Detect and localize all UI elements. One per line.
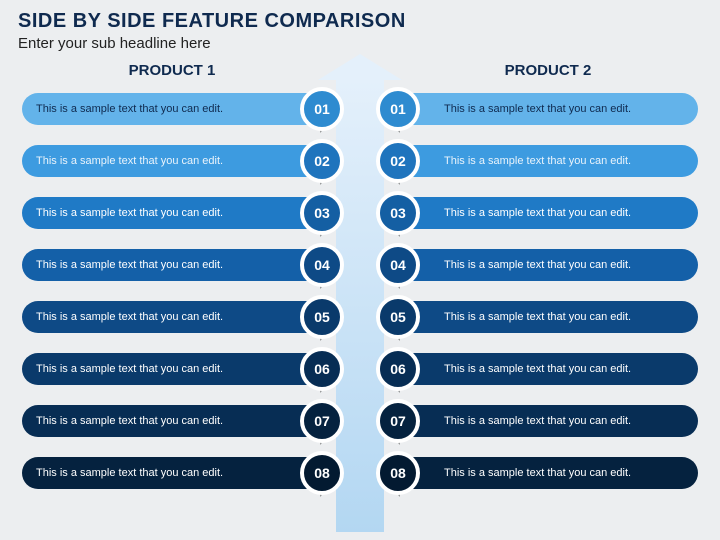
number-badge: 04 (300, 243, 344, 287)
number-badge: 06 (376, 347, 420, 391)
feature-row: This is a sample text that you can edit.… (22, 139, 322, 183)
feature-text: This is a sample text that you can edit. (444, 363, 631, 375)
number-badge: 07 (376, 399, 420, 443)
column-right-header: PRODUCT 2 (398, 60, 698, 85)
number-badge: 01 (300, 87, 344, 131)
feature-row: This is a sample text that you can edit.… (22, 295, 322, 339)
feature-row: This is a sample text that you can edit.… (398, 295, 698, 339)
feature-bar: This is a sample text that you can edit. (392, 249, 698, 281)
column-left-header: PRODUCT 1 (22, 60, 322, 85)
number-badge: 07 (300, 399, 344, 443)
feature-row: This is a sample text that you can edit.… (398, 451, 698, 495)
feature-text: This is a sample text that you can edit. (444, 311, 631, 323)
comparison-columns: PRODUCT 1 This is a sample text that you… (0, 60, 720, 495)
feature-text: This is a sample text that you can edit. (36, 103, 223, 115)
feature-text: This is a sample text that you can edit. (36, 207, 223, 219)
number-badge: 08 (376, 451, 420, 495)
feature-text: This is a sample text that you can edit. (36, 311, 223, 323)
number-badge: 06 (300, 347, 344, 391)
feature-bar: This is a sample text that you can edit. (392, 93, 698, 125)
feature-row: This is a sample text that you can edit.… (22, 347, 322, 391)
feature-row: This is a sample text that you can edit.… (398, 399, 698, 443)
number-badge: 03 (300, 191, 344, 235)
feature-row: This is a sample text that you can edit.… (22, 399, 322, 443)
number-badge: 08 (300, 451, 344, 495)
feature-text: This is a sample text that you can edit. (444, 103, 631, 115)
feature-row: This is a sample text that you can edit.… (398, 87, 698, 131)
column-left: PRODUCT 1 This is a sample text that you… (22, 60, 322, 495)
number-badge: 05 (300, 295, 344, 339)
feature-bar: This is a sample text that you can edit. (22, 249, 328, 281)
feature-bar: This is a sample text that you can edit. (392, 353, 698, 385)
feature-text: This is a sample text that you can edit. (36, 259, 223, 271)
feature-row: This is a sample text that you can edit.… (398, 139, 698, 183)
rows-left: This is a sample text that you can edit.… (22, 87, 322, 495)
feature-bar: This is a sample text that you can edit. (22, 405, 328, 437)
number-badge: 02 (376, 139, 420, 183)
number-badge: 01 (376, 87, 420, 131)
number-badge: 05 (376, 295, 420, 339)
feature-row: This is a sample text that you can edit.… (398, 191, 698, 235)
feature-bar: This is a sample text that you can edit. (22, 353, 328, 385)
feature-bar: This is a sample text that you can edit. (392, 405, 698, 437)
feature-row: This is a sample text that you can edit.… (22, 191, 322, 235)
feature-bar: This is a sample text that you can edit. (22, 457, 328, 489)
feature-text: This is a sample text that you can edit. (444, 467, 631, 479)
feature-bar: This is a sample text that you can edit. (392, 197, 698, 229)
feature-text: This is a sample text that you can edit. (444, 415, 631, 427)
feature-text: This is a sample text that you can edit. (36, 415, 223, 427)
feature-text: This is a sample text that you can edit. (36, 363, 223, 375)
feature-text: This is a sample text that you can edit. (36, 467, 223, 479)
feature-text: This is a sample text that you can edit. (444, 259, 631, 271)
number-badge: 03 (376, 191, 420, 235)
feature-row: This is a sample text that you can edit.… (22, 451, 322, 495)
feature-bar: This is a sample text that you can edit. (392, 145, 698, 177)
number-badge: 04 (376, 243, 420, 287)
number-badge: 02 (300, 139, 344, 183)
feature-bar: This is a sample text that you can edit. (22, 145, 328, 177)
feature-row: This is a sample text that you can edit.… (22, 87, 322, 131)
column-right: PRODUCT 2 This is a sample text that you… (398, 60, 698, 495)
feature-text: This is a sample text that you can edit. (36, 155, 223, 167)
feature-bar: This is a sample text that you can edit. (22, 301, 328, 333)
rows-right: This is a sample text that you can edit.… (398, 87, 698, 495)
feature-bar: This is a sample text that you can edit. (22, 93, 328, 125)
page-title: SIDE BY SIDE FEATURE COMPARISON (0, 0, 720, 35)
feature-text: This is a sample text that you can edit. (444, 207, 631, 219)
feature-bar: This is a sample text that you can edit. (22, 197, 328, 229)
feature-text: This is a sample text that you can edit. (444, 155, 631, 167)
feature-row: This is a sample text that you can edit.… (398, 347, 698, 391)
feature-bar: This is a sample text that you can edit. (392, 457, 698, 489)
feature-row: This is a sample text that you can edit.… (398, 243, 698, 287)
feature-bar: This is a sample text that you can edit. (392, 301, 698, 333)
feature-row: This is a sample text that you can edit.… (22, 243, 322, 287)
